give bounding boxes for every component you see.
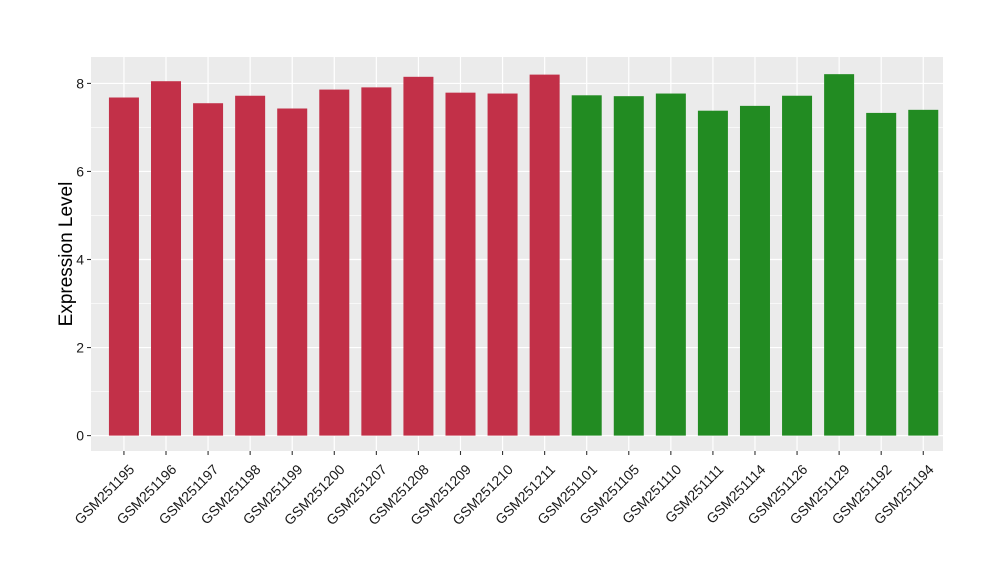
- bar-gsm251111: [697, 110, 728, 436]
- bar-gsm251198: [235, 95, 266, 436]
- bar-gsm251105: [613, 96, 644, 436]
- y-tick-label: 2: [76, 340, 84, 356]
- bar-gsm251192: [866, 112, 897, 436]
- bars: [108, 74, 939, 436]
- y-tick-label: 6: [76, 163, 84, 179]
- bar-gsm251126: [782, 95, 813, 436]
- bar-gsm251199: [277, 108, 308, 436]
- bar-gsm251197: [193, 103, 224, 436]
- bar-gsm251194: [908, 109, 939, 436]
- bar-gsm251129: [824, 74, 855, 436]
- bar-gsm251209: [445, 92, 476, 436]
- bar-gsm251211: [529, 74, 560, 436]
- y-tick-label: 4: [76, 252, 84, 268]
- y-tick-label: 8: [76, 75, 84, 91]
- bar-gsm251196: [151, 81, 182, 436]
- y-tick-label: 0: [76, 428, 84, 444]
- bar-gsm251195: [108, 97, 139, 436]
- y-axis-title: Expression Level: [56, 182, 77, 327]
- bar-gsm251210: [487, 93, 518, 436]
- bar-gsm251101: [571, 95, 602, 436]
- bar-gsm251200: [319, 89, 350, 436]
- bar-gsm251207: [361, 87, 392, 436]
- bar-gsm251114: [739, 105, 770, 436]
- bar-gsm251110: [655, 93, 686, 436]
- bar-gsm251208: [403, 76, 434, 436]
